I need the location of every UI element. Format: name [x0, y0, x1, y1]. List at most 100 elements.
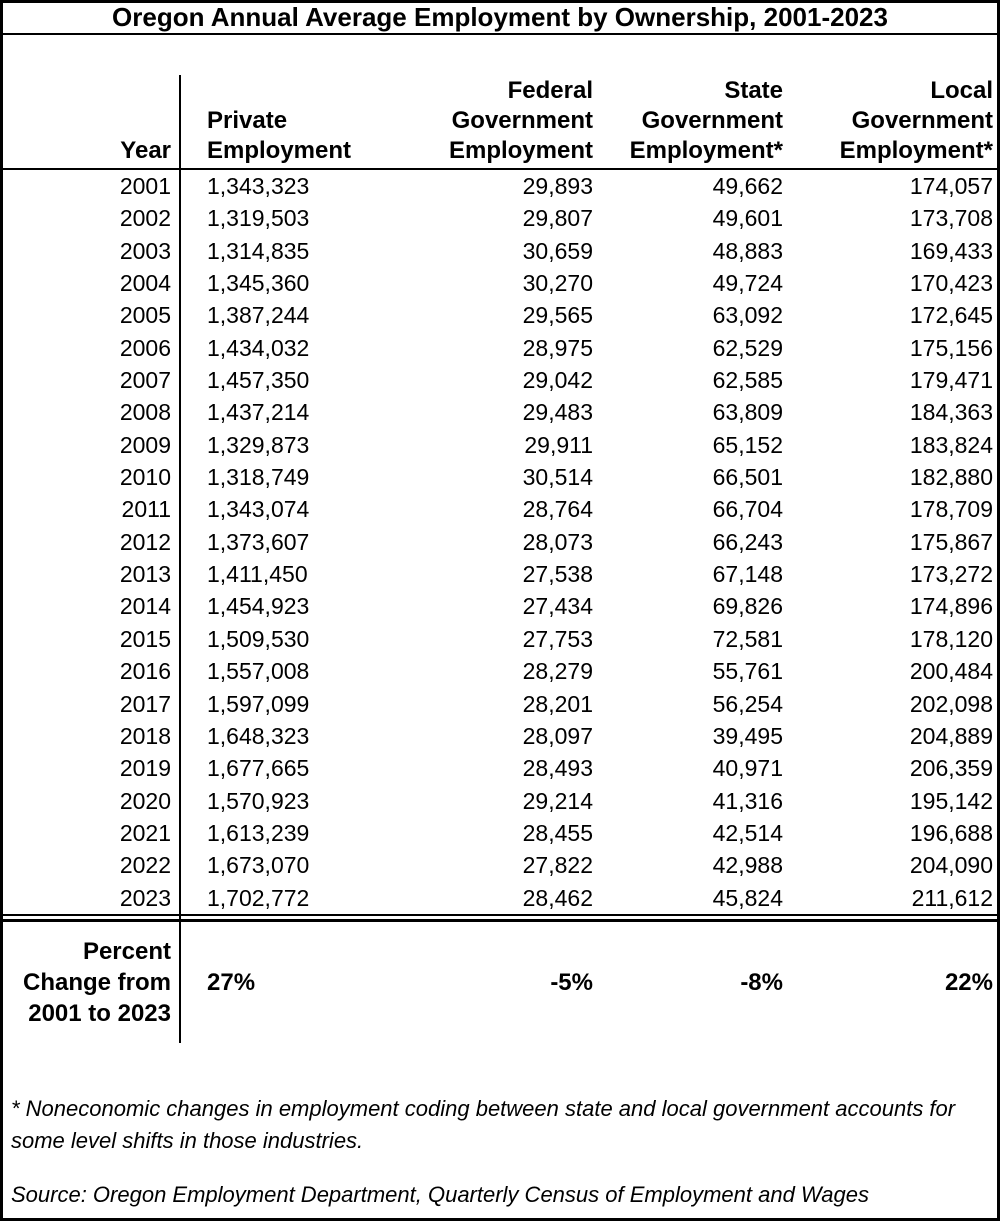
table-row: 2002 1,319,503 29,807 49,601 173,708: [3, 202, 997, 235]
table-body: 2001 1,343,323 29,893 49,662 174,057 200…: [3, 170, 997, 914]
state-employment-cell: 49,601: [712, 205, 783, 232]
state-employment-cell: 65,152: [712, 431, 783, 458]
table-row: 2001 1,343,323 29,893 49,662 174,057: [3, 170, 997, 203]
local-employment-cell: 200,484: [909, 658, 993, 685]
local-employment-cell: 175,156: [909, 334, 993, 361]
table-row: 2018 1,648,323 28,097 39,495 204,889: [3, 719, 997, 753]
percent-change-row: Percent Change from 2001 to 2023 27% -5%…: [3, 921, 997, 1043]
private-employment-cell: 1,570,923: [207, 787, 310, 814]
private-employment-cell: 1,434,032: [207, 334, 310, 361]
federal-employment-cell: 27,753: [522, 625, 593, 652]
year-cell: 2012: [3, 525, 181, 559]
table-row: 2010 1,318,749 30,514 66,501 182,880: [3, 461, 997, 494]
federal-employment-cell: 29,214: [522, 787, 593, 814]
local-employment-cell: 202,098: [909, 690, 993, 717]
private-employment-cell: 1,613,239: [207, 819, 310, 846]
table-row: 2005 1,387,244 29,565 63,092 172,645: [3, 299, 997, 332]
local-employment-cell: 169,433: [909, 237, 993, 264]
private-employment-cell: 1,343,323: [207, 173, 310, 199]
footnotes-section: * Noneconomic changes in employment codi…: [3, 1043, 997, 1211]
state-employment-cell: 69,826: [712, 593, 783, 620]
local-employment-cell: 184,363: [909, 399, 993, 426]
federal-employment-cell: 29,911: [524, 431, 593, 458]
table-row: 2016 1,557,008 28,279 55,761 200,484: [3, 655, 997, 688]
table-row: 2007 1,457,350 29,042 62,585 179,471: [3, 364, 997, 397]
federal-employment-cell: 28,462: [522, 884, 593, 911]
federal-employment-cell: 29,483: [522, 399, 593, 426]
percent-change-local: 22%: [944, 968, 993, 996]
percent-change-state: -8%: [740, 968, 783, 996]
state-employment-cell: 72,581: [712, 625, 783, 652]
year-cell: 2023: [3, 881, 181, 914]
table-row: 2011 1,343,074 28,764 66,704 178,709: [3, 493, 997, 526]
state-employment-cell: 42,514: [712, 819, 783, 846]
private-employment-cell: 1,319,503: [207, 205, 310, 232]
local-employment-cell: 170,423: [909, 270, 993, 297]
private-employment-cell: 1,387,244: [207, 302, 310, 329]
state-employment-cell: 56,254: [712, 690, 783, 717]
private-employment-cell: 1,329,873: [207, 431, 310, 458]
federal-employment-cell: 28,201: [522, 690, 593, 717]
year-cell: 2009: [3, 428, 181, 462]
table-row: 2015 1,509,530 27,753 72,581 178,120: [3, 622, 997, 656]
local-employment-cell: 204,090: [909, 852, 993, 879]
local-employment-cell: 196,688: [909, 819, 993, 846]
year-cell: 2013: [3, 558, 181, 591]
local-employment-cell: 175,867: [909, 528, 993, 555]
local-employment-cell: 204,889: [909, 722, 993, 749]
year-cell: 2006: [3, 331, 181, 365]
year-cell: 2015: [3, 622, 181, 656]
federal-employment-cell: 28,097: [522, 722, 593, 749]
private-employment-cell: 1,314,835: [207, 237, 310, 264]
federal-employment-cell: 30,514: [522, 464, 593, 491]
state-employment-cell: 67,148: [712, 561, 783, 588]
private-employment-cell: 1,457,350: [207, 367, 310, 394]
year-cell: 2019: [3, 752, 181, 785]
year-cell: 2010: [3, 461, 181, 494]
private-employment-cell: 1,597,099: [207, 690, 310, 717]
state-employment-cell: 63,809: [712, 399, 783, 426]
federal-employment-cell: 28,975: [522, 334, 593, 361]
year-column-header: Year: [3, 75, 181, 168]
local-employment-cell: 182,880: [909, 464, 993, 491]
table-row: 2003 1,314,835 30,659 48,883 169,433: [3, 234, 997, 268]
source-citation: Source: Oregon Employment Department, Qu…: [11, 1181, 869, 1207]
state-employment-cell: 66,704: [712, 496, 783, 523]
state-employment-cell: 41,316: [712, 787, 783, 814]
federal-employment-cell: 28,493: [522, 755, 593, 782]
private-employment-cell: 1,702,772: [207, 884, 310, 911]
state-employment-cell: 40,971: [712, 755, 783, 782]
federal-employment-cell: 27,822: [522, 852, 593, 879]
year-column-divider-segment: [179, 915, 181, 919]
table-row: 2023 1,702,772 28,462 45,824 211,612: [3, 881, 997, 914]
local-employment-cell: 174,057: [909, 173, 993, 199]
year-cell: 2022: [3, 849, 181, 882]
year-cell: 2018: [3, 719, 181, 753]
table-row: 2017 1,597,099 28,201 56,254 202,098: [3, 687, 997, 720]
private-employment-cell: 1,648,323: [207, 722, 310, 749]
table-row: 2021 1,613,239 28,455 42,514 196,688: [3, 816, 997, 850]
state-employment-cell: 55,761: [712, 658, 783, 685]
private-employment-cell: 1,557,008: [207, 658, 310, 685]
private-employment-cell: 1,318,749: [207, 464, 310, 491]
table-row: 2013 1,411,450 27,538 67,148 173,272: [3, 558, 997, 591]
title-header-gap: [3, 35, 997, 75]
local-employment-cell: 183,824: [909, 431, 993, 458]
local-employment-cell: 211,612: [911, 884, 993, 911]
private-employment-cell: 1,343,074: [207, 496, 310, 523]
federal-employment-cell: 28,073: [522, 528, 593, 555]
section-divider: [3, 913, 997, 922]
local-employment-cell: 179,471: [909, 367, 993, 394]
table-row: 2014 1,454,923 27,434 69,826 174,896: [3, 590, 997, 623]
federal-employment-cell: 27,538: [522, 561, 593, 588]
private-employment-cell: 1,437,214: [207, 399, 310, 426]
year-cell: 2017: [3, 687, 181, 720]
percent-change-label: Percent Change from 2001 to 2023: [3, 921, 181, 1043]
local-employment-cell: 195,142: [909, 787, 993, 814]
year-cell: 2005: [3, 299, 181, 332]
year-cell: 2011: [3, 493, 181, 526]
asterisk-footnote: * Noneconomic changes in employment codi…: [11, 1095, 956, 1153]
state-employment-cell: 62,529: [712, 334, 783, 361]
state-employment-cell: 49,724: [712, 270, 783, 297]
